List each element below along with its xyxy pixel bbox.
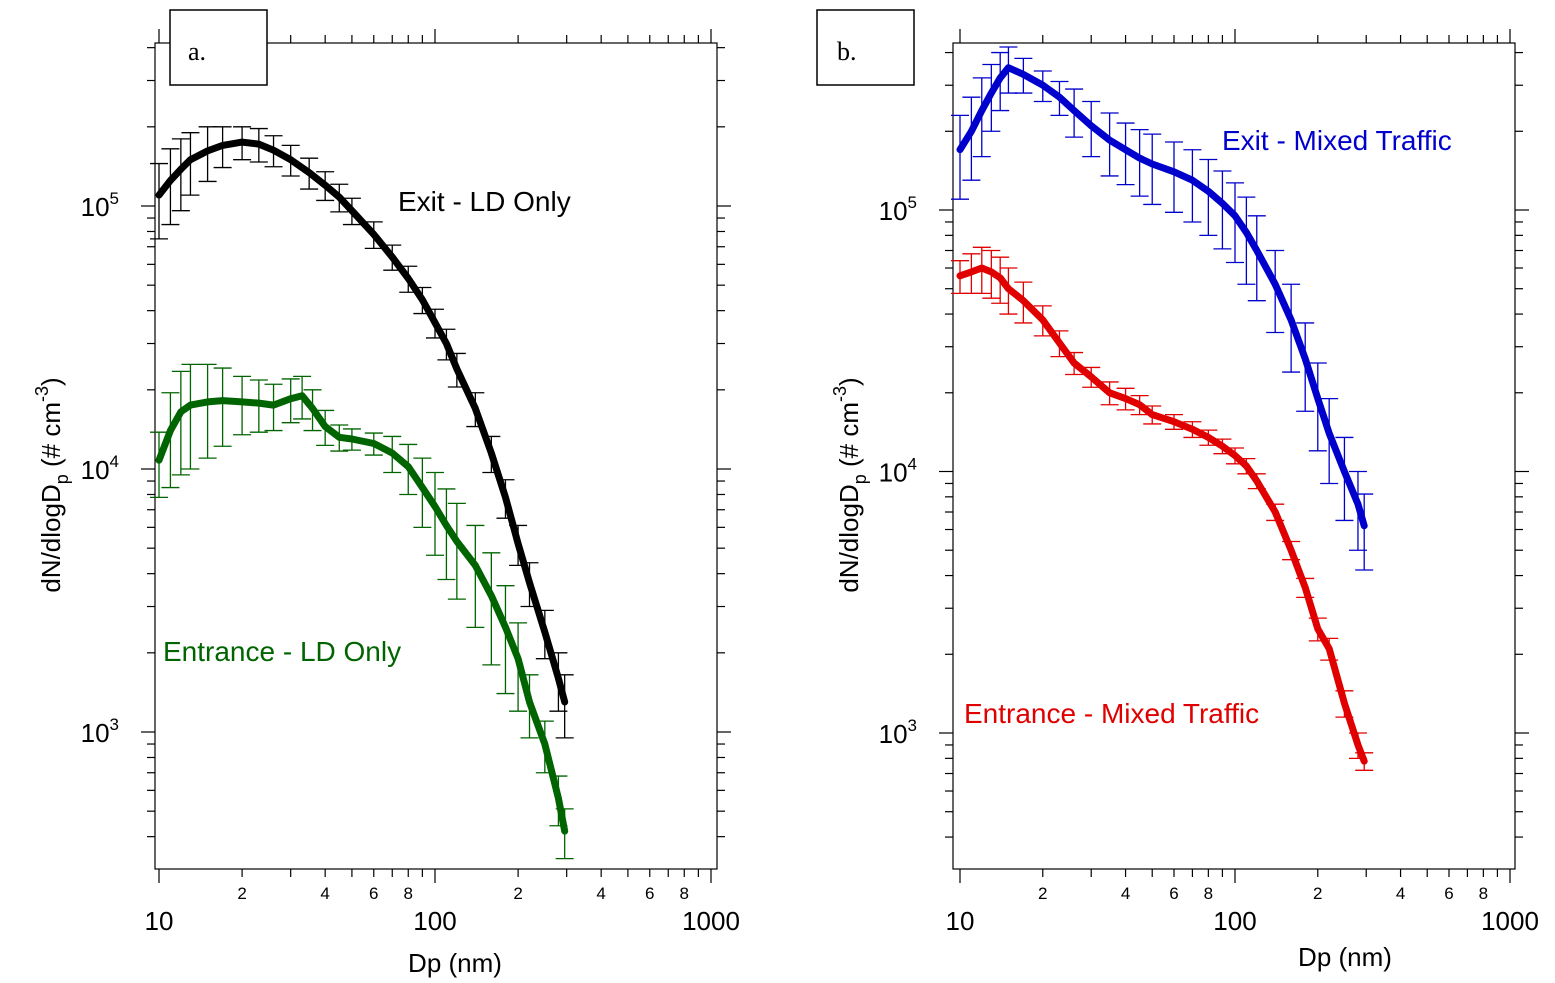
- x-tick-label: 2: [1313, 884, 1322, 903]
- plot-frame-a: [154, 42, 718, 870]
- series-group: [951, 246, 1374, 771]
- x-tick-label: 2: [1038, 884, 1047, 903]
- x-tick-label: 4: [1121, 884, 1130, 903]
- x-tick-label: 6: [645, 884, 654, 903]
- y-tick-label: 103: [81, 715, 119, 748]
- x-tick-label: 10: [946, 906, 975, 936]
- title-box-b: [816, 9, 915, 86]
- series-label-exit-ld: Exit - LD Only: [398, 186, 571, 217]
- x-tick-label: 8: [1479, 884, 1488, 903]
- series-group: [951, 46, 1374, 571]
- x-tick-label: 4: [596, 884, 605, 903]
- y-tick-label: 104: [81, 452, 119, 485]
- y-tick-label: 105: [879, 193, 917, 226]
- series-line: [956, 64, 1368, 530]
- y-tick-label: 105: [81, 189, 119, 222]
- series-label-entrance-ld: Entrance - LD Only: [163, 636, 401, 667]
- x-tick-label: 2: [513, 884, 522, 903]
- y-axis-title-a: dN/dlogDp (# cm-3): [32, 377, 72, 592]
- x-tick-label: 2: [237, 884, 246, 903]
- x-tick-label: 8: [1204, 884, 1213, 903]
- plot-frame-b: [952, 42, 1516, 870]
- title-b: b.: [837, 37, 857, 66]
- y-axis-a: 103 104 105: [81, 47, 731, 838]
- x-tick-label: 8: [404, 884, 413, 903]
- x-tick-label: 4: [320, 884, 329, 903]
- x-tick-label: 1000: [682, 906, 740, 936]
- series-line: [155, 138, 569, 706]
- series-group: [150, 363, 574, 860]
- x-tick-label: 100: [413, 906, 456, 936]
- series-group: [150, 126, 574, 739]
- x-axis-title-b: Dp (nm): [1298, 942, 1392, 972]
- series-label-exit-mixed: Exit - Mixed Traffic: [1222, 125, 1452, 156]
- y-axis-title-b: dN/dlogDp (# cm-3): [830, 377, 870, 592]
- y-axis-b: 103 104 105: [879, 51, 1529, 838]
- y-tick-label: 104: [879, 455, 917, 488]
- x-tick-label: 6: [1169, 884, 1178, 903]
- x-tick-label: 6: [1444, 884, 1453, 903]
- series-line: [956, 264, 1368, 765]
- x-tick-label: 1000: [1481, 906, 1539, 936]
- series-line: [155, 392, 569, 835]
- title-box-a: [169, 9, 268, 86]
- x-tick-label: 6: [369, 884, 378, 903]
- y-tick-label: 103: [879, 716, 917, 749]
- x-tick-label: 10: [145, 906, 174, 936]
- series-layer-b: [951, 46, 1374, 771]
- x-axis-title-a: Dp (nm): [408, 948, 502, 978]
- x-tick-label: 100: [1213, 906, 1256, 936]
- series-label-entrance-mixed: Entrance - Mixed Traffic: [964, 698, 1259, 729]
- series-layer-a: [150, 126, 574, 860]
- x-tick-label: 4: [1396, 884, 1405, 903]
- title-a: a.: [188, 37, 206, 66]
- x-tick-label: 8: [680, 884, 689, 903]
